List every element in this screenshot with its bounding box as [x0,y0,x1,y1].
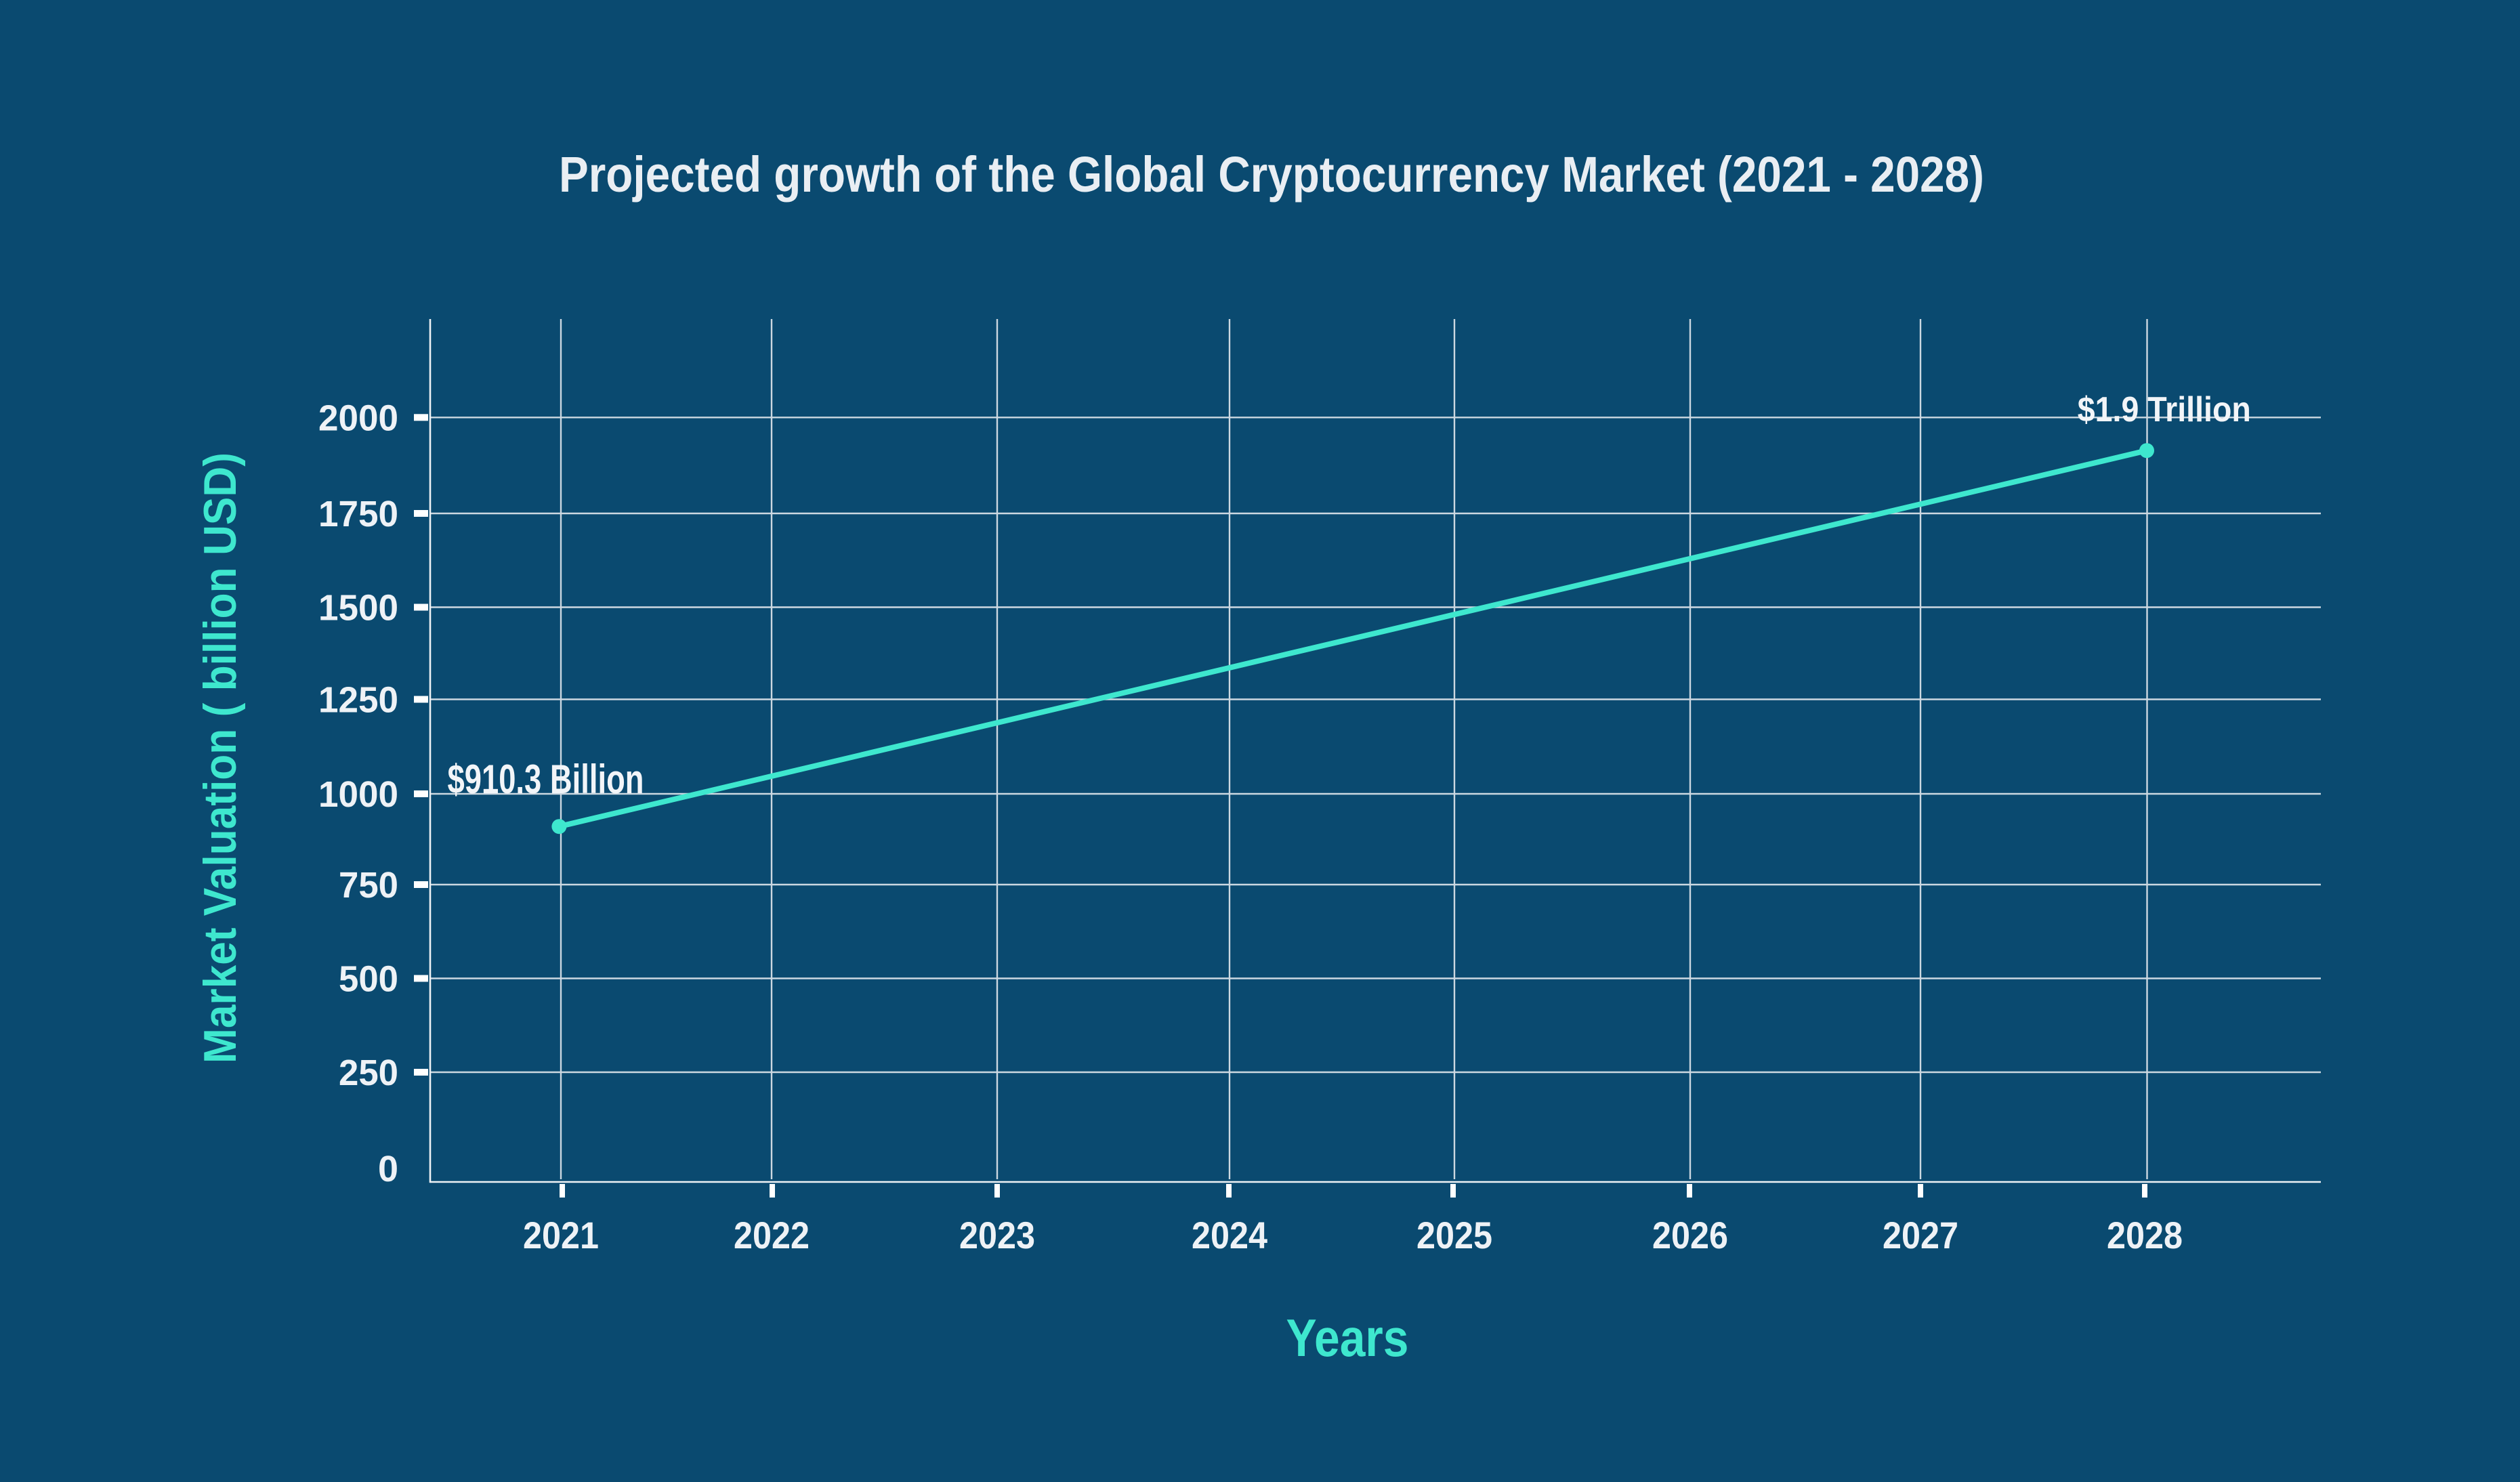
svg-text:750: 750 [339,865,398,906]
svg-text:2028: 2028 [2107,1214,2183,1256]
svg-text:2022: 2022 [734,1214,810,1256]
svg-text:$1.9 Trillion: $1.9 Trillion [2078,390,2251,429]
svg-text:Market Valuation ( billion USD: Market Valuation ( billion USD) [194,452,246,1063]
svg-text:250: 250 [339,1053,398,1093]
svg-text:2026: 2026 [1652,1214,1728,1256]
svg-text:1500: 1500 [318,588,398,629]
svg-text:2024: 2024 [1192,1214,1267,1256]
svg-text:0: 0 [378,1149,398,1189]
svg-text:500: 500 [339,959,398,1000]
svg-text:Years: Years [1286,1308,1409,1368]
svg-text:Projected growth of the Global: Projected growth of the Global Cryptocur… [559,146,1984,203]
svg-text:2025: 2025 [1416,1214,1492,1256]
svg-text:1000: 1000 [318,774,398,815]
svg-text:1250: 1250 [318,680,398,721]
svg-text:$910.3 Billion: $910.3 Billion [448,757,644,802]
svg-text:2027: 2027 [1883,1214,1958,1256]
svg-text:2021: 2021 [523,1214,599,1256]
svg-text:2000: 2000 [318,398,398,438]
svg-text:2023: 2023 [959,1214,1035,1256]
svg-text:1750: 1750 [318,494,398,534]
